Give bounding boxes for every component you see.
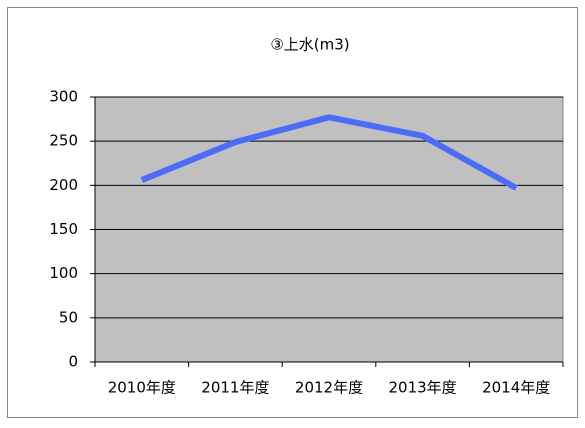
y-tick-label: 200 [49, 176, 78, 194]
y-tick-label: 50 [59, 308, 78, 326]
data-line [140, 114, 518, 191]
y-tick-label: 250 [49, 132, 78, 150]
x-tick-label: 2012年度 [295, 379, 363, 397]
x-tick-label: 2013年度 [389, 379, 457, 397]
x-tick-label: 2010年度 [108, 379, 176, 397]
x-tick-label: 2011年度 [201, 379, 269, 397]
y-tick-label: 0 [68, 353, 78, 371]
y-tick-label: 100 [49, 264, 78, 282]
y-tick-label: 300 [49, 88, 78, 106]
chart-title: ③上水(m3) [270, 36, 349, 54]
y-tick-label: 150 [49, 220, 78, 238]
x-tick-label: 2014年度 [482, 379, 550, 397]
